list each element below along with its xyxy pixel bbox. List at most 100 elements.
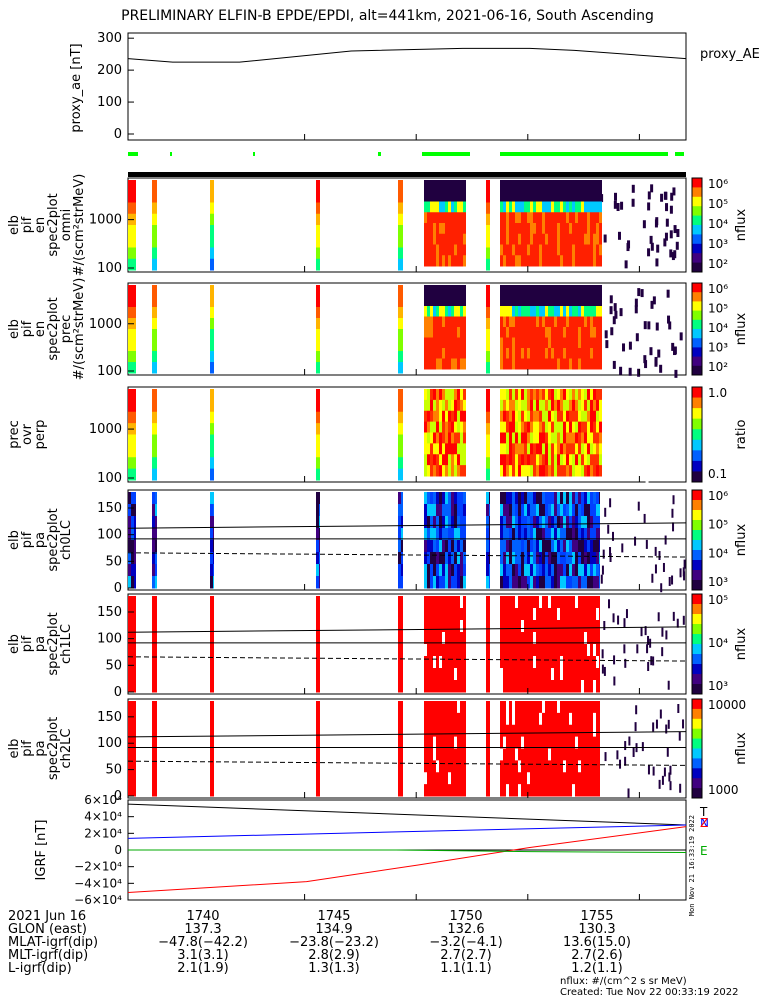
- heat-cell: [560, 443, 563, 455]
- heat-cell: [451, 337, 454, 349]
- heat-cell: [593, 668, 596, 681]
- heat-cell: [489, 576, 490, 589]
- heat-cell: [500, 701, 503, 714]
- heat-cell: [436, 656, 439, 669]
- heat-cell: [401, 724, 403, 738]
- heat-cell: [533, 564, 536, 577]
- heat-cell: [545, 724, 548, 738]
- heat-cell: [454, 760, 457, 773]
- heat-cell: [542, 540, 545, 553]
- heat-cell: [442, 552, 445, 565]
- heat-cell: [536, 201, 539, 213]
- heat-cell: [545, 306, 548, 317]
- heat-cell: [457, 784, 460, 797]
- heat-column: [500, 180, 503, 267]
- heat-cell: [445, 701, 448, 714]
- colorbar-cell: [692, 580, 702, 591]
- heat-cell: [398, 748, 401, 761]
- heat-cell: [509, 632, 512, 645]
- heat-cell: [424, 552, 427, 565]
- y-tick-label: 150: [97, 710, 122, 725]
- heat-cell: [530, 668, 533, 681]
- heat-cell: [506, 564, 509, 577]
- heat-cell: [581, 540, 584, 553]
- heat-cell: [572, 443, 575, 455]
- heat-cell: [587, 285, 590, 296]
- heat-cell: [560, 244, 563, 256]
- heat-cell: [581, 244, 584, 256]
- heat-cell: [433, 596, 436, 609]
- heat-cell: [566, 608, 569, 621]
- heat-cell: [451, 295, 454, 307]
- heat-cell: [563, 504, 566, 517]
- heat-cell: [581, 201, 584, 213]
- heat-cell: [398, 329, 403, 341]
- heat-cell: [512, 233, 515, 245]
- heat-cell: [316, 552, 319, 565]
- heat-cell: [460, 465, 463, 477]
- heat-column: [512, 701, 515, 797]
- heat-cell: [569, 223, 572, 235]
- heat-cell: [401, 772, 403, 785]
- heat-cell: [131, 564, 134, 577]
- heat-cell: [575, 389, 578, 401]
- heat-cell: [569, 784, 572, 797]
- heat-cell: [575, 596, 578, 609]
- heat-cell: [584, 465, 587, 477]
- heat-cell: [530, 327, 533, 338]
- heat-cell: [503, 656, 506, 669]
- heat-cell: [590, 223, 593, 235]
- heat-column: [503, 389, 506, 477]
- heat-cell: [430, 212, 433, 224]
- colorbar-4: [691, 489, 703, 591]
- heat-cell: [524, 295, 527, 307]
- heat-cell: [448, 576, 451, 589]
- speck: [675, 241, 679, 250]
- heat-cell: [398, 772, 401, 785]
- heat-cell: [578, 465, 581, 477]
- heat-column: [578, 285, 581, 370]
- heat-cell: [545, 504, 548, 517]
- heat-column: [530, 492, 533, 589]
- speck: [677, 704, 680, 714]
- speck: [608, 428, 612, 437]
- heat-cell: [486, 258, 490, 271]
- heat-cell: [530, 772, 533, 785]
- heat-cell: [463, 223, 466, 235]
- heat-cell: [515, 644, 518, 657]
- heat-cell: [448, 285, 451, 296]
- heat-cell: [587, 421, 590, 433]
- heat-cell: [566, 632, 569, 645]
- heat-cell: [486, 608, 489, 621]
- heat-cell: [463, 608, 466, 621]
- heat-cell: [506, 443, 509, 455]
- y-tick-label: 0: [114, 127, 122, 142]
- heat-column: [563, 285, 566, 370]
- heat-cell: [563, 620, 566, 633]
- heat-column: [439, 701, 442, 797]
- heat-cell: [599, 736, 600, 749]
- heat-cell: [566, 492, 569, 505]
- heat-cell: [596, 432, 599, 444]
- heat-cell: [587, 399, 590, 412]
- heat-cell: [599, 540, 600, 553]
- heat-cell: [578, 244, 581, 256]
- heat-column: [463, 701, 466, 797]
- heat-cell: [210, 528, 213, 541]
- heat-column: [548, 180, 551, 267]
- heat-cell: [430, 180, 433, 192]
- heat-cell: [509, 465, 512, 477]
- heat-cell: [584, 201, 587, 213]
- heat-cell: [445, 399, 448, 412]
- heat-cell: [451, 255, 454, 267]
- series-label-proxy-ae: proxy_AE: [700, 47, 760, 62]
- heat-cell: [590, 337, 593, 349]
- heat-cell: [545, 327, 548, 338]
- heat-cell: [436, 421, 439, 433]
- heat-cell: [593, 244, 596, 256]
- heat-cell: [503, 504, 506, 517]
- heat-cell: [548, 421, 551, 433]
- colorbar-label: nflux: [734, 628, 749, 661]
- heat-cell: [584, 516, 587, 529]
- heat-cell: [451, 212, 454, 224]
